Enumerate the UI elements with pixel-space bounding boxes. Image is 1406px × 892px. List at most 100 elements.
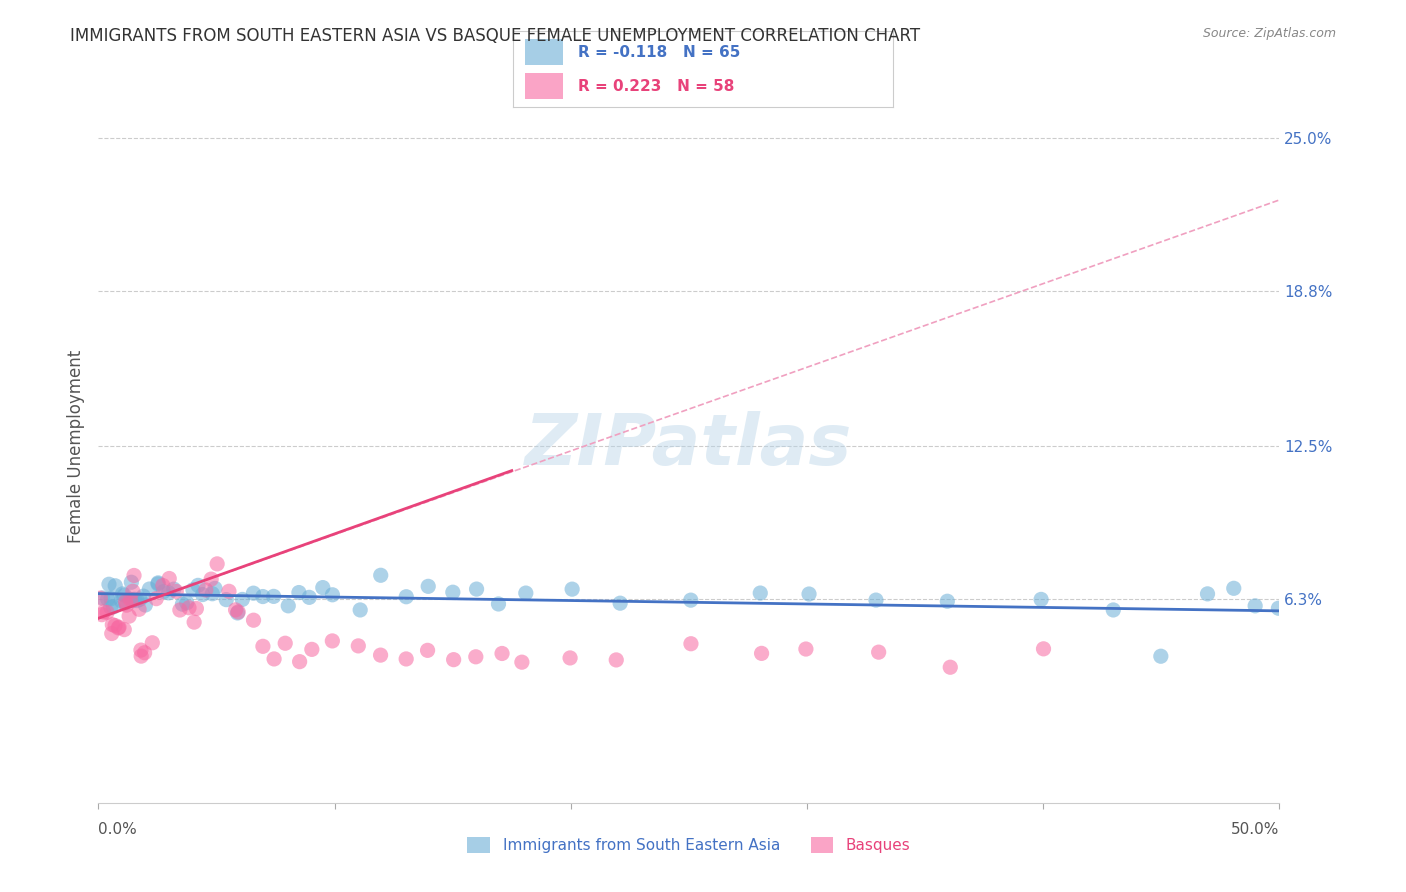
Point: [347, 639, 370, 653]
Point: [134, 646, 156, 660]
Point: [312, 581, 335, 595]
Point: [1267, 601, 1289, 615]
Point: [609, 596, 631, 610]
Bar: [524, 73, 562, 99]
Point: [226, 605, 249, 619]
Point: [277, 599, 299, 613]
Point: [121, 593, 143, 607]
Point: [1032, 641, 1054, 656]
Point: [163, 582, 186, 596]
Point: [165, 584, 187, 599]
Point: [115, 598, 138, 612]
Point: [321, 588, 343, 602]
Point: [169, 603, 191, 617]
Point: [152, 578, 174, 592]
Point: [97, 577, 120, 591]
Point: [104, 618, 127, 632]
Point: [104, 579, 127, 593]
Point: [120, 575, 142, 590]
Text: 50.0%: 50.0%: [1232, 822, 1279, 838]
Point: [114, 588, 136, 602]
Point: [1102, 603, 1125, 617]
Text: ZIPatlas: ZIPatlas: [526, 411, 852, 481]
Point: [252, 640, 274, 654]
Point: [558, 651, 581, 665]
Point: [321, 634, 343, 648]
Point: [172, 597, 194, 611]
Point: [488, 597, 510, 611]
Point: [464, 649, 486, 664]
Point: [200, 572, 222, 586]
Point: [186, 601, 208, 615]
Point: [370, 648, 392, 662]
Point: [274, 636, 297, 650]
Point: [242, 586, 264, 600]
Point: [157, 572, 180, 586]
Point: [418, 579, 440, 593]
Point: [605, 653, 627, 667]
Point: [191, 588, 214, 602]
Point: [141, 636, 163, 650]
Point: [395, 590, 418, 604]
Point: [89, 591, 111, 606]
Point: [218, 584, 240, 599]
Point: [120, 592, 142, 607]
Point: [118, 609, 141, 624]
Point: [225, 603, 247, 617]
Point: [101, 617, 124, 632]
Point: [298, 591, 321, 605]
Point: [177, 600, 200, 615]
Point: [145, 591, 167, 606]
Point: [100, 591, 122, 606]
Point: [215, 592, 238, 607]
Point: [231, 592, 253, 607]
Point: [465, 582, 488, 596]
Point: [138, 582, 160, 596]
Point: [121, 584, 143, 599]
Point: [110, 594, 132, 608]
Point: [152, 584, 174, 599]
Point: [1197, 587, 1219, 601]
Point: [491, 647, 513, 661]
Point: [939, 660, 962, 674]
Point: [263, 590, 285, 604]
Point: [1223, 582, 1246, 596]
Point: [751, 646, 773, 660]
Point: [865, 593, 887, 607]
Point: [108, 620, 131, 634]
Point: [146, 577, 169, 591]
Point: [301, 642, 323, 657]
Point: [794, 642, 817, 657]
Text: 0.0%: 0.0%: [98, 822, 138, 838]
Point: [103, 599, 125, 614]
Point: [132, 589, 155, 603]
Point: [134, 598, 156, 612]
Legend: Immigrants from South Eastern Asia, Basques: Immigrants from South Eastern Asia, Basq…: [461, 831, 917, 859]
Bar: [524, 38, 562, 65]
Point: [128, 602, 150, 616]
Point: [679, 637, 702, 651]
Point: [1244, 599, 1267, 613]
Point: [183, 615, 205, 629]
Point: [1029, 592, 1052, 607]
Point: [93, 605, 115, 619]
Point: [90, 607, 112, 622]
Point: [181, 582, 204, 597]
Point: [107, 621, 129, 635]
Point: [1150, 649, 1173, 664]
Point: [242, 613, 264, 627]
Text: Source: ZipAtlas.com: Source: ZipAtlas.com: [1202, 27, 1336, 40]
Point: [515, 586, 537, 600]
Point: [349, 603, 371, 617]
Point: [194, 582, 217, 597]
Point: [441, 585, 464, 599]
Point: [100, 600, 122, 615]
Point: [868, 645, 890, 659]
Text: IMMIGRANTS FROM SOUTH EASTERN ASIA VS BASQUE FEMALE UNEMPLOYMENT CORRELATION CHA: IMMIGRANTS FROM SOUTH EASTERN ASIA VS BA…: [70, 27, 921, 45]
Point: [263, 652, 285, 666]
Point: [443, 653, 465, 667]
Text: R = 0.223   N = 58: R = 0.223 N = 58: [578, 79, 734, 94]
Point: [370, 568, 392, 582]
Point: [124, 592, 146, 607]
Point: [122, 568, 145, 582]
